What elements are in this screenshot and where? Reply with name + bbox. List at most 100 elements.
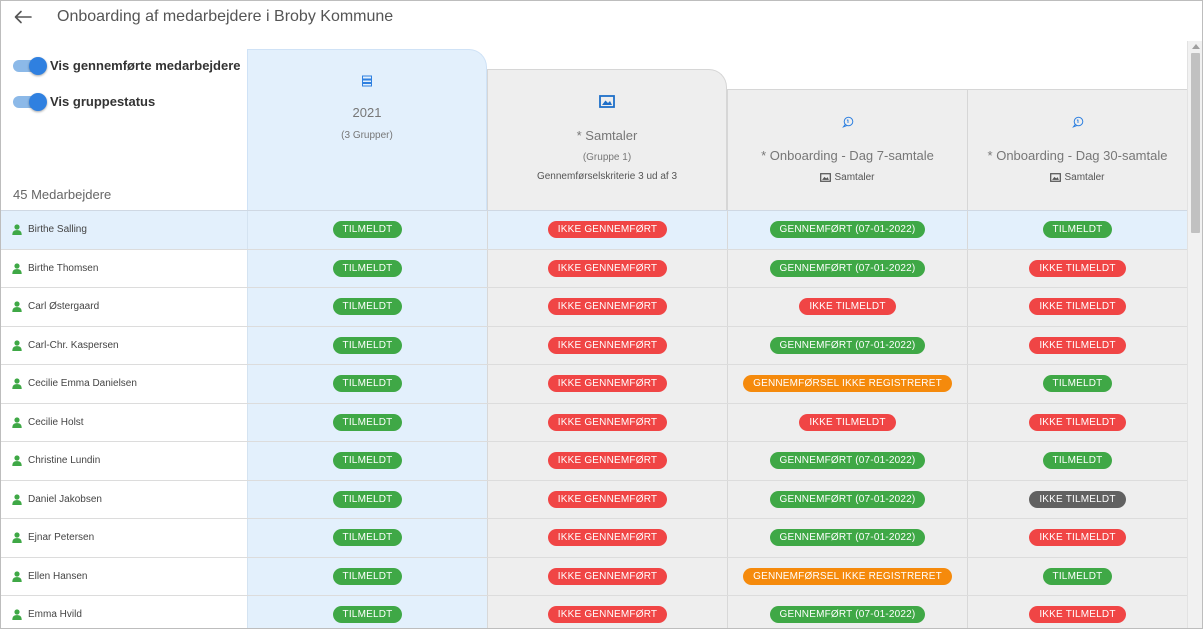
scroll-up-icon[interactable] [1192,44,1200,49]
column-title: * Onboarding - Dag 30-samtale [987,148,1168,163]
employee[interactable]: Ellen Hansen [12,571,87,582]
table-row[interactable]: Ellen Hansen TILMELDT IKKE GENNEMFØRT GENNE… [1,556,1187,595]
employee[interactable]: Birthe Thomsen [12,263,98,274]
column-header-dag30[interactable]: * Onboarding - Dag 30-samtale Samtaler [967,89,1187,210]
status-badge[interactable]: IKKE GENNEMFØRT [547,375,668,393]
column-group-link[interactable]: Samtaler [1050,172,1105,183]
status-badge[interactable]: IKKE TILMELDT [1029,298,1126,316]
status-cell-dag30: TILMELDT [967,365,1187,403]
status-badge[interactable]: IKKE TILMELDT [1029,259,1126,277]
status-badge[interactable]: TILMELDT [332,490,403,508]
table-row[interactable]: Birthe Salling TILMELDT IKKE GENNEMFØRT GEN… [1,210,1187,249]
status-badge[interactable]: TILMELDT [332,336,403,354]
employee-cell[interactable]: Carl Østergaard [1,288,247,326]
employee[interactable]: Carl-Chr. Kaspersen [12,340,119,351]
status-badge[interactable]: IKKE GENNEMFØRT [547,452,668,470]
status-badge[interactable]: IKKE GENNEMFØRT [547,336,668,354]
back-button[interactable] [11,5,35,29]
table-row[interactable]: Daniel Jakobsen TILMELDT IKKE GENNEMFØRT GE… [1,479,1187,518]
employee[interactable]: Cecilie Emma Danielsen [12,378,137,390]
status-badge[interactable]: IKKE GENNEMFØRT [547,221,668,239]
status-badge[interactable]: TILMELDT [1042,452,1113,470]
table-row[interactable]: Christine Lundin TILMELDT IKKE GENNEMFØRT G… [1,441,1187,480]
status-badge[interactable]: IKKE TILMELDT [1029,606,1126,624]
status-badge[interactable]: TILMELDT [332,567,403,585]
chat-bubble-icon [841,116,853,128]
employee-cell[interactable]: Cecilie Emma Danielsen [1,365,247,403]
status-badge[interactable]: TILMELDT [332,375,403,393]
status-badge[interactable]: GENNEMFØRSEL IKKE REGISTRERET [743,375,952,393]
column-title: * Samtaler [576,128,638,143]
status-badge[interactable]: IKKE TILMELDT [1029,413,1126,431]
table-row[interactable]: Ejnar Petersen TILMELDT IKKE GENNEMFØRT GEN… [1,518,1187,557]
status-badge[interactable]: TILMELDT [1042,567,1113,585]
employee-cell[interactable]: Daniel Jakobsen [1,480,247,518]
toggle-switch[interactable] [13,92,47,111]
column-group-link[interactable]: Samtaler [820,172,875,183]
employee-cell[interactable]: Cecilie Holst [1,403,247,441]
status-badge[interactable]: GENNEMFØRT (07-01-2022) [769,529,926,547]
employee-cell[interactable]: Birthe Thomsen [1,249,247,287]
status-badge[interactable]: GENNEMFØRT (07-01-2022) [769,490,926,508]
status-badge[interactable]: IKKE GENNEMFØRT [547,490,668,508]
employee[interactable]: Ejnar Petersen [12,532,94,544]
toggle-switch[interactable] [13,56,47,75]
status-badge[interactable]: GENNEMFØRT (07-01-2022) [769,606,926,624]
person-icon [12,532,22,544]
employee[interactable]: Carl Østergaard [12,301,99,313]
status-badge[interactable]: GENNEMFØRT (07-01-2022) [769,336,926,354]
employee-cell[interactable]: Carl-Chr. Kaspersen [1,326,247,364]
employee[interactable]: Christine Lundin [12,455,100,467]
status-badge[interactable]: TILMELDT [1042,375,1113,393]
table-row[interactable]: Cecilie Emma Danielsen TILMELDT IKKE GENNE… [1,364,1187,403]
status-badge[interactable]: TILMELDT [332,452,403,470]
employee-cell[interactable]: Emma Hvild [1,596,247,628]
status-badge[interactable]: IKKE TILMELDT [1029,490,1126,508]
status-badge[interactable]: GENNEMFØRT (07-01-2022) [769,259,926,277]
vertical-scrollbar[interactable] [1187,41,1202,628]
person-icon [12,455,22,467]
employee[interactable]: Birthe Salling [12,224,87,236]
table-row[interactable]: Carl-Chr. Kaspersen TILMELDT IKKE GENNEMFØ… [1,325,1187,364]
employee[interactable]: Cecilie Holst [12,417,84,428]
employee-cell[interactable]: Christine Lundin [1,442,247,480]
status-badge[interactable]: IKKE GENNEMFØRT [547,259,668,277]
scroll-thumb[interactable] [1191,53,1200,233]
status-badge[interactable]: IKKE TILMELDT [1029,529,1126,547]
status-badge[interactable]: TILMELDT [332,221,403,239]
status-badge[interactable]: IKKE GENNEMFØRT [547,298,668,316]
status-cell-samtaler: IKKE GENNEMFØRT [487,596,727,628]
employee[interactable]: Daniel Jakobsen [12,494,102,505]
status-badge[interactable]: TILMELDT [332,413,403,431]
status-badge[interactable]: IKKE TILMELDT [1029,336,1126,354]
status-badge[interactable]: TILMELDT [1042,221,1113,239]
status-badge[interactable]: IKKE GENNEMFØRT [547,567,668,585]
column-header-dag7[interactable]: * Onboarding - Dag 7-samtale Samtaler [727,89,967,210]
status-badge[interactable]: GENNEMFØRSEL IKKE REGISTRERET [743,567,952,585]
table-row[interactable]: Birthe Thomsen TILMELDT IKKE GENNEMFØRT GEN… [1,248,1187,287]
status-badge[interactable]: TILMELDT [332,298,403,316]
table-row[interactable]: Carl Østergaard TILMELDT IKKE GENNEMFØRT IK… [1,287,1187,326]
status-badge[interactable]: GENNEMFØRT (07-01-2022) [769,221,926,239]
status-badge[interactable]: IKKE GENNEMFØRT [547,413,668,431]
status-badge[interactable]: TILMELDT [332,259,403,277]
employee-cell[interactable]: Birthe Salling [1,211,247,249]
employee-cell[interactable]: Ejnar Petersen [1,519,247,557]
column-header-samtaler[interactable]: * Samtaler (Gruppe 1) Gennemførselskrite… [487,69,727,210]
employee-cell[interactable]: Ellen Hansen [1,557,247,595]
table-row[interactable]: Emma Hvild TILMELDT IKKE GENNEMFØRT GENNEMF… [1,595,1187,628]
status-cell-dag30: IKKE TILMELDT [967,519,1187,557]
status-badge[interactable]: IKKE TILMELDT [799,413,896,431]
column-header-2021[interactable]: 2021 (3 Grupper) [247,49,487,210]
toggle-show-completed[interactable]: Vis gennemførte medarbejdere [13,56,241,75]
employee[interactable]: Emma Hvild [12,609,82,621]
status-badge[interactable]: IKKE GENNEMFØRT [547,529,668,547]
status-badge[interactable]: IKKE TILMELDT [799,298,896,316]
status-badge[interactable]: IKKE GENNEMFØRT [547,606,668,624]
toggle-show-group-status[interactable]: Vis gruppestatus [13,92,155,111]
status-badge[interactable]: TILMELDT [332,529,403,547]
status-badge[interactable]: TILMELDT [332,606,403,624]
status-badge[interactable]: GENNEMFØRT (07-01-2022) [769,452,926,470]
table-row[interactable]: Cecilie Holst TILMELDT IKKE GENNEMFØRT IKKE… [1,402,1187,441]
